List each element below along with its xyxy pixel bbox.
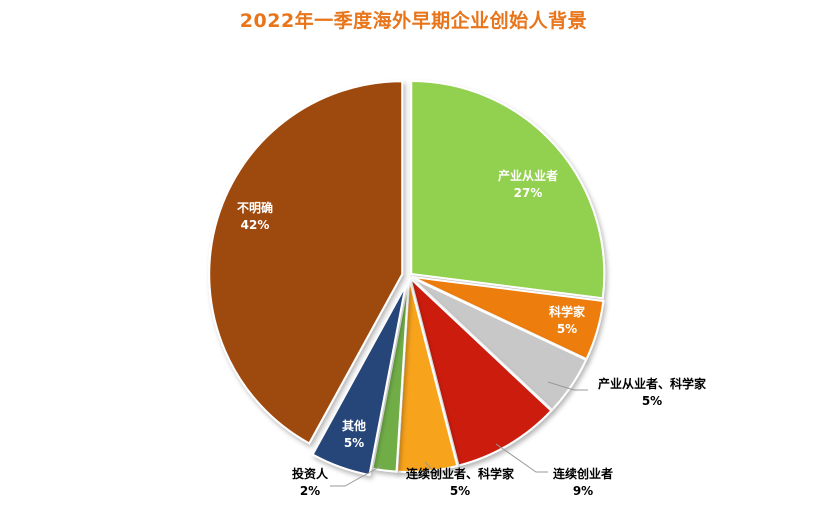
slice-name-5: 投资人 (292, 466, 329, 481)
slice-name-6: 其他 (342, 418, 366, 433)
pie-slice-2 (410, 276, 588, 412)
slice-percent-1: 5% (557, 322, 577, 336)
leader-line-3 (495, 443, 548, 473)
slice-label-0: 产业从业者 27% (498, 168, 558, 200)
slice-label-7: 不明确 42% (237, 200, 273, 232)
leader-line-5 (330, 465, 382, 487)
slice-label-2: 产业从业者、科学家 5% (598, 376, 707, 408)
slice-name-3: 连续创业者 (553, 466, 613, 481)
slice-name-0: 产业从业者 (498, 168, 558, 183)
chart-title: 2022年一季度海外早期企业创始人背景 (239, 10, 588, 32)
pie-slice-3 (408, 275, 553, 467)
slice-percent-4: 5% (450, 484, 470, 498)
slice-label-5: 投资人 2% (292, 466, 329, 498)
slice-percent-3: 9% (573, 484, 593, 498)
slice-percent-6: 5% (344, 436, 364, 450)
slice-label-1: 科学家 5% (549, 304, 586, 336)
slice-percent-7: 42% (241, 218, 270, 232)
leader-line-4 (424, 461, 439, 477)
slice-name-4: 连续创业者、科学家 (406, 466, 515, 481)
slice-percent-5: 2% (300, 484, 320, 498)
pie-slice-0 (410, 80, 606, 300)
slice-name-1: 科学家 (549, 304, 586, 319)
leader-line-2 (547, 381, 588, 391)
slice-percent-0: 27% (514, 186, 543, 200)
slice-name-2: 产业从业者、科学家 (598, 376, 707, 391)
slice-name-7: 不明确 (237, 200, 273, 215)
slice-label-3: 连续创业者 9% (553, 466, 613, 498)
slice-percent-2: 5% (642, 394, 662, 408)
slice-label-4: 连续创业者、科学家 5% (406, 466, 515, 498)
pie-slice-5 (371, 278, 410, 473)
pie-slice-7 (208, 80, 404, 445)
slice-label-6: 其他 5% (342, 418, 366, 450)
pie-slice-6 (311, 284, 407, 477)
